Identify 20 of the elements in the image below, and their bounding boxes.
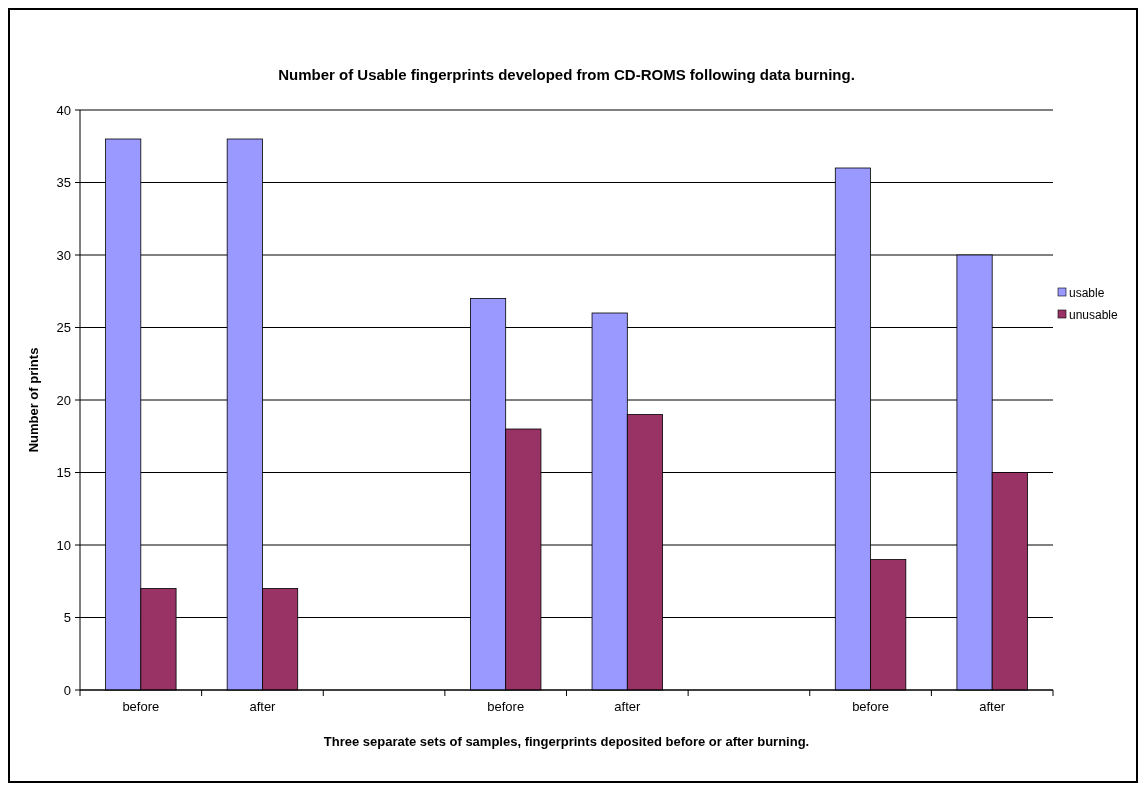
- chart-title: Number of Usable fingerprints developed from CD-ROMS following data burning.: [278, 66, 855, 83]
- x-tick-label: after: [979, 699, 1006, 714]
- x-tick-label: after: [614, 699, 641, 714]
- y-tick-label: 15: [56, 465, 71, 481]
- x-axis-title: Three separate sets of samples, fingerprints deposited before or after burning.: [323, 734, 810, 749]
- y-tick-label: 35: [56, 175, 71, 191]
- x-tick-label: before: [122, 699, 160, 714]
- legend-label: usable: [1069, 286, 1105, 301]
- x-tick-label: before: [487, 699, 525, 714]
- x-tick-label: after: [249, 699, 277, 714]
- y-tick-label: 0: [63, 682, 71, 698]
- y-tick-label: 20: [56, 392, 71, 408]
- y-tick-label: 5: [63, 610, 71, 626]
- y-tick-label: 10: [56, 537, 71, 553]
- y-tick-label: 30: [56, 247, 71, 263]
- y-tick-label: 25: [56, 320, 71, 336]
- legend-label: unusable: [1069, 308, 1119, 323]
- x-tick-label: before: [852, 699, 889, 714]
- y-tick-label: 40: [56, 102, 71, 118]
- y-axis-title: Number of prints: [26, 347, 41, 453]
